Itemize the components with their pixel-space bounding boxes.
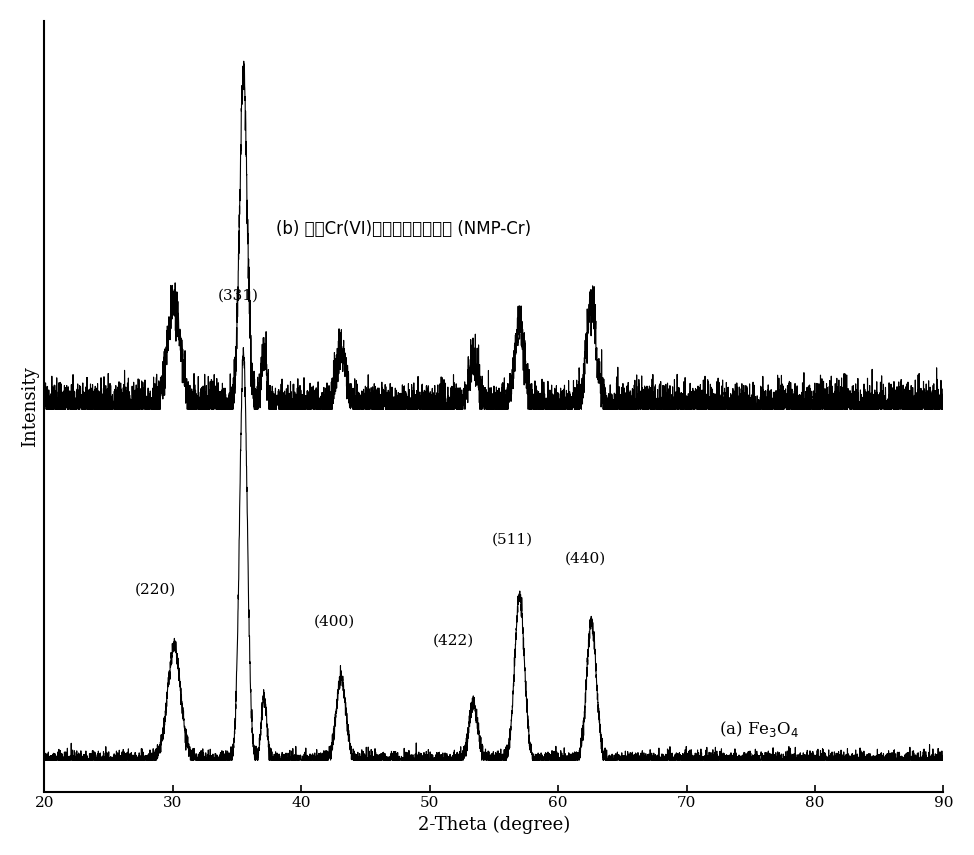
Text: (b) 吸附Cr(VI)后磁性高分子材料 (NMP-Cr): (b) 吸附Cr(VI)后磁性高分子材料 (NMP-Cr) xyxy=(276,220,531,238)
X-axis label: 2-Theta (degree): 2-Theta (degree) xyxy=(418,816,570,834)
Text: (422): (422) xyxy=(432,634,473,647)
Text: (400): (400) xyxy=(314,615,356,628)
Text: (331): (331) xyxy=(218,289,259,303)
Text: (440): (440) xyxy=(565,551,606,566)
Text: (511): (511) xyxy=(491,533,533,547)
Y-axis label: Intensity: Intensity xyxy=(20,366,39,446)
Text: (220): (220) xyxy=(134,583,175,597)
Text: (a) Fe$_3$O$_4$: (a) Fe$_3$O$_4$ xyxy=(719,719,799,739)
